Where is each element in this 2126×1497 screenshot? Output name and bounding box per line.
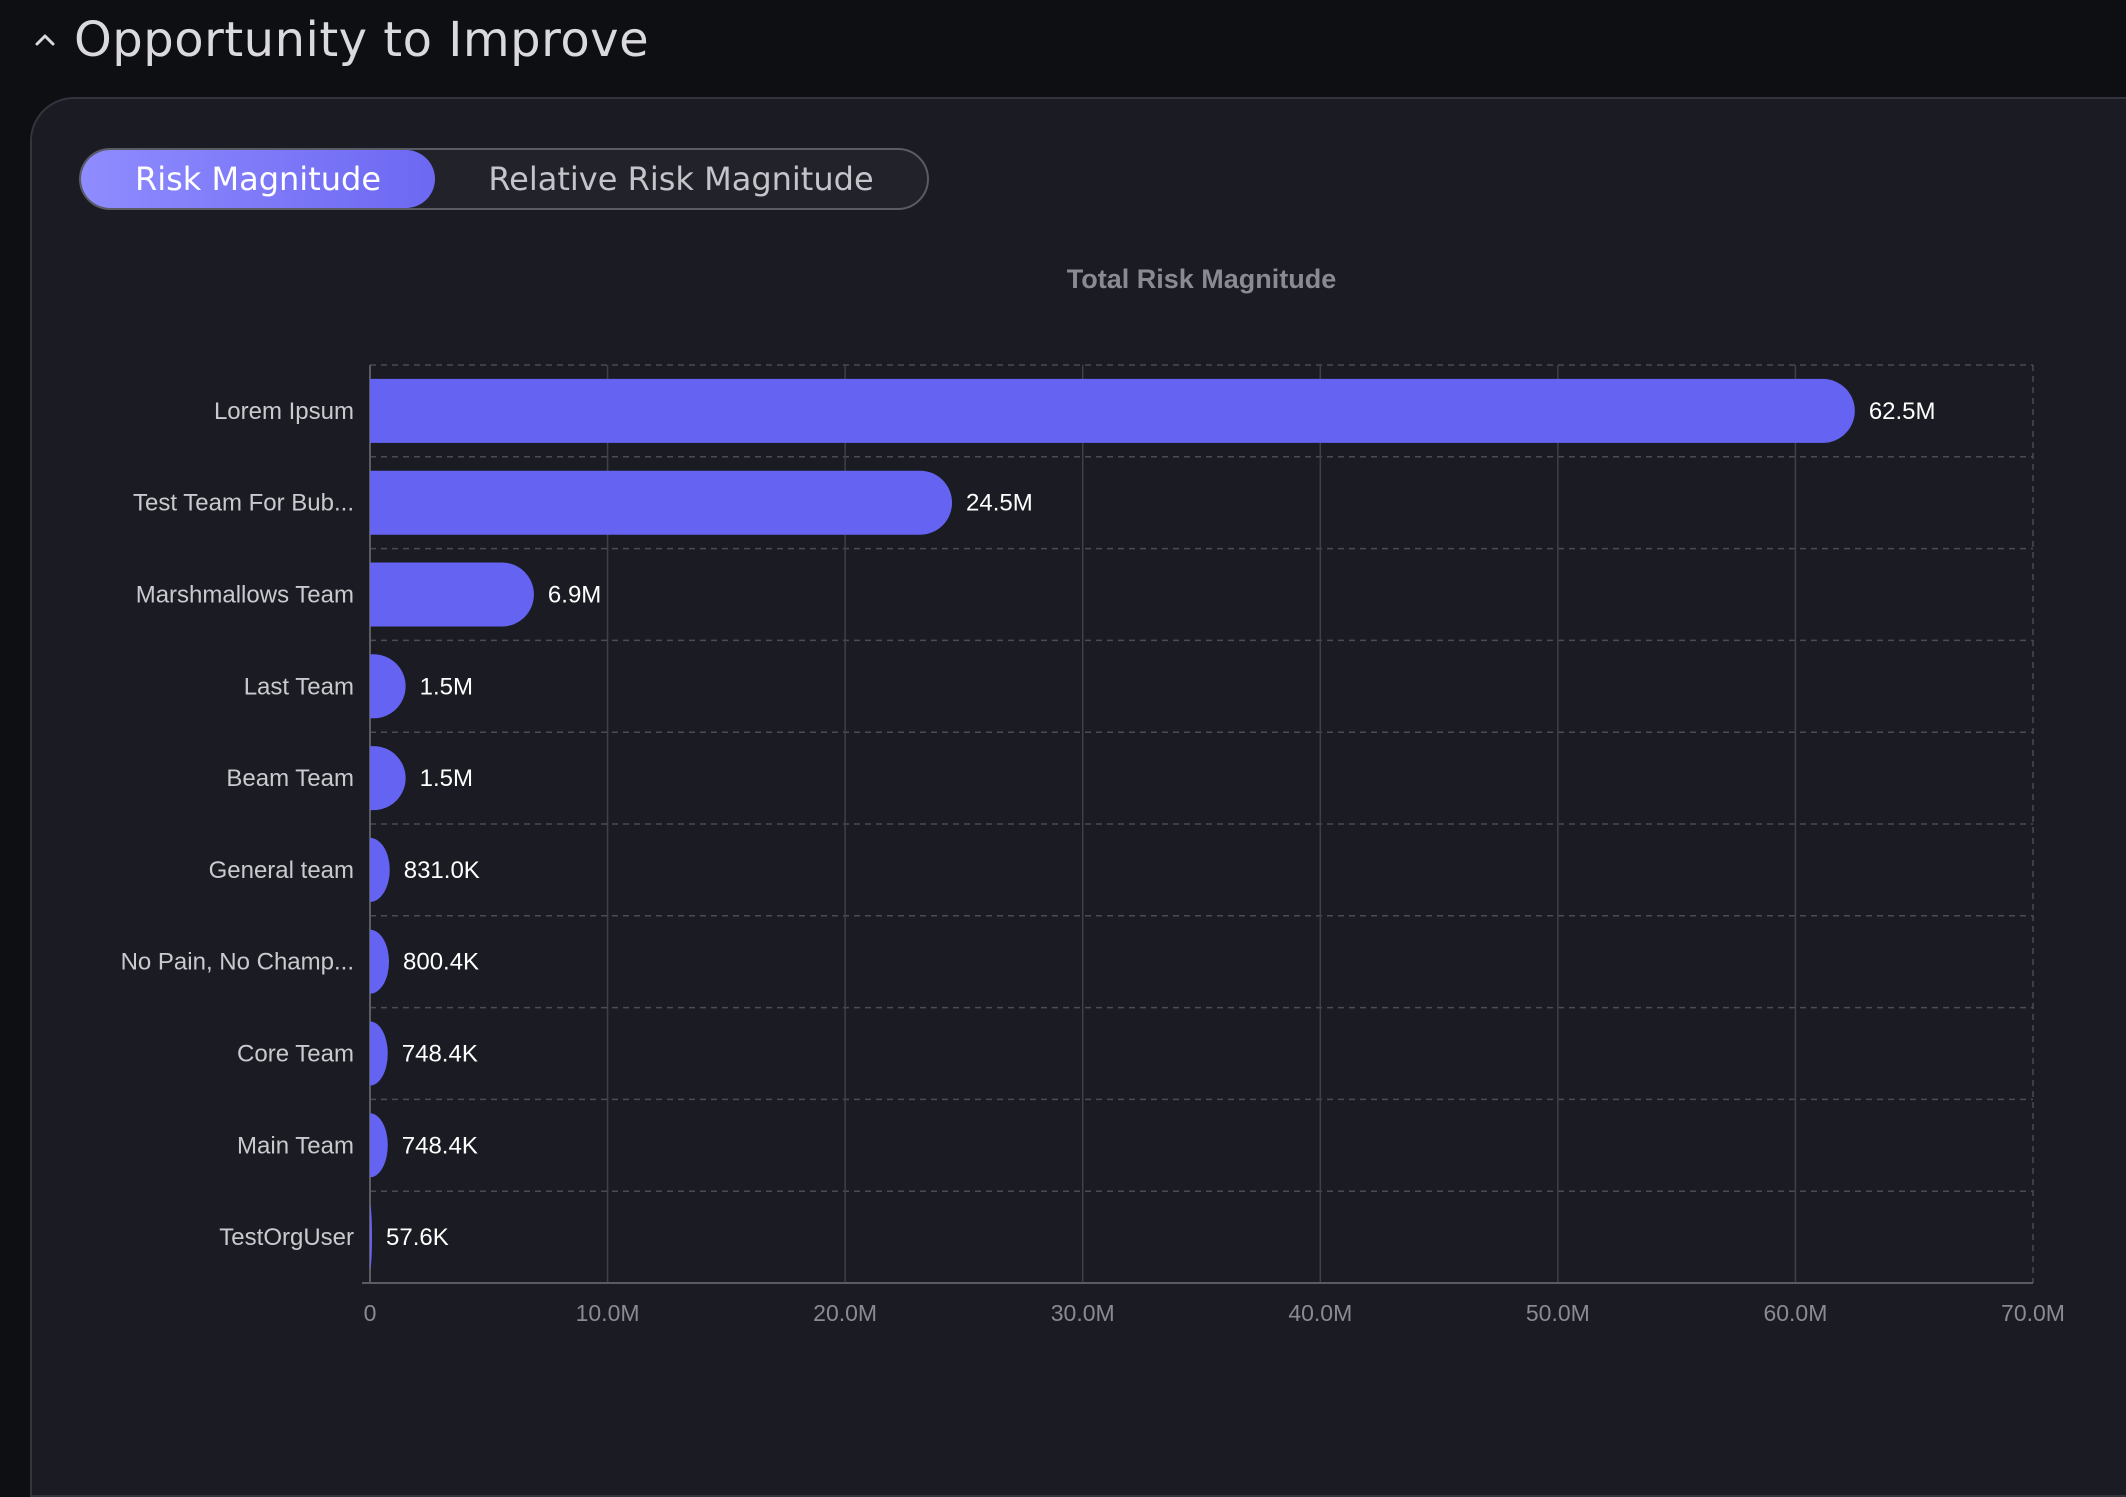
category-label: Main Team (237, 1132, 354, 1159)
bar (370, 837, 390, 902)
value-label: 62.5M (1869, 398, 1936, 425)
toggle-risk-magnitude[interactable]: Risk Magnitude (81, 150, 435, 208)
x-tick-label: 70.0M (2001, 1300, 2065, 1326)
value-label: 1.5M (420, 765, 473, 792)
value-label: 57.6K (386, 1224, 449, 1251)
value-label: 831.0K (404, 857, 480, 884)
category-label: TestOrgUser (219, 1224, 354, 1251)
toggle-relative-risk-magnitude[interactable]: Relative Risk Magnitude (488, 160, 874, 198)
chart-title: Total Risk Magnitude (1067, 264, 1337, 294)
section-header[interactable]: Opportunity to Improve (30, 0, 649, 80)
value-label: 24.5M (966, 490, 1033, 517)
category-label: Last Team (244, 673, 354, 700)
bar (370, 1021, 388, 1086)
category-label: Lorem Ipsum (214, 398, 354, 425)
x-tick-label: 0 (364, 1300, 377, 1326)
x-tick-label: 10.0M (576, 1300, 640, 1326)
bar (370, 746, 406, 811)
value-label: 748.4K (402, 1132, 478, 1159)
value-label: 1.5M (420, 673, 473, 700)
x-tick-label: 40.0M (1288, 1300, 1352, 1326)
bar (370, 1205, 372, 1270)
category-label: No Pain, No Champ... (121, 949, 354, 976)
category-label: General team (209, 857, 354, 884)
bar (370, 470, 953, 535)
x-tick-label: 30.0M (1051, 1300, 1115, 1326)
value-label: 6.9M (548, 582, 601, 609)
category-label: Marshmallows Team (136, 582, 354, 609)
bar (370, 378, 1855, 443)
bar (370, 562, 534, 627)
bar-chart: Total Risk Magnitude 0 10.0M 20.0M 30.0M 40.0… (121, 264, 2065, 1326)
x-tick-label: 60.0M (1763, 1300, 1827, 1326)
value-label: 748.4K (402, 1041, 478, 1068)
category-label: Test Team For Bub... (133, 490, 354, 517)
bar (370, 1113, 388, 1178)
section-title: Opportunity to Improve (74, 12, 650, 68)
metric-toggle[interactable]: Risk Magnitude Relative Risk Magnitude (79, 148, 929, 210)
x-tick-label: 50.0M (1526, 1300, 1590, 1326)
x-tick-label: 20.0M (813, 1300, 877, 1326)
category-label: Core Team (237, 1041, 354, 1068)
category-label: Beam Team (226, 765, 354, 792)
value-label: 800.4K (403, 949, 479, 976)
bar (370, 929, 390, 994)
chevron-up-icon[interactable] (30, 25, 60, 55)
bar (370, 654, 406, 719)
